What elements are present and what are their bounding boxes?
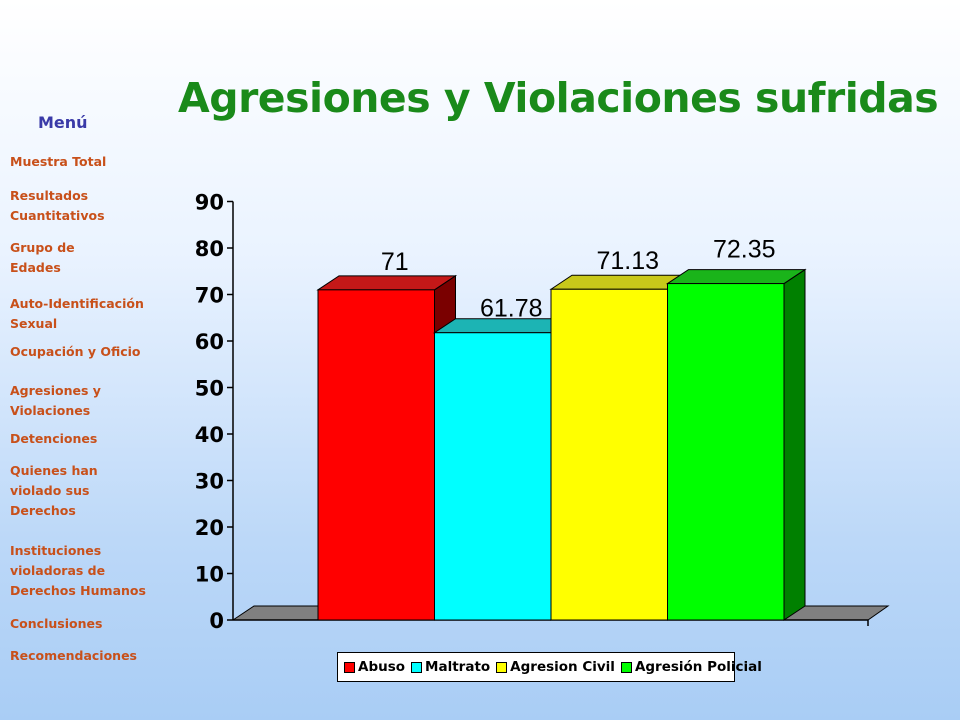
legend-swatch xyxy=(620,661,632,673)
legend-swatch xyxy=(411,661,423,673)
y-tick-label: 70 xyxy=(195,284,224,308)
legend-swatch xyxy=(344,661,355,673)
legend-label: Maltrato xyxy=(425,659,491,675)
data-label-0: 71 xyxy=(381,248,409,276)
legend-label: Abuso xyxy=(358,659,406,675)
menu-item-resultados-cuantitativos[interactable]: Resultados Cuantitativos xyxy=(10,188,105,223)
menu-item-ocupacion-y-oficio[interactable]: Ocupación y Oficio xyxy=(10,344,141,359)
bar-0 xyxy=(317,289,435,621)
y-tick-label: 40 xyxy=(195,423,224,447)
menu-item-instituciones-violadoras[interactable]: Instituciones violadoras de Derechos Hum… xyxy=(10,543,146,598)
y-tick-label: 60 xyxy=(195,330,224,354)
legend-item-3: Agresión Policial xyxy=(620,659,762,675)
bar-top-0 xyxy=(316,275,458,291)
legend-item-0: Abuso xyxy=(344,659,405,675)
page-title: Agresiones y Violaciones sufridas xyxy=(178,74,939,122)
menu-item-detenciones[interactable]: Detenciones xyxy=(10,431,98,446)
legend-item-1: Maltrato xyxy=(411,659,490,675)
menu-item-auto-identificacion-sexual[interactable]: Auto-Identificación Sexual xyxy=(10,296,144,331)
y-tick-label: 0 xyxy=(209,609,224,633)
y-tick-label: 90 xyxy=(195,191,224,215)
bar-top-3 xyxy=(665,269,807,285)
y-tick-label: 30 xyxy=(195,470,224,494)
legend-label: Agresion Civil xyxy=(510,659,615,675)
data-label-2: 71.13 xyxy=(596,247,659,275)
data-label-1: 61.78 xyxy=(480,295,543,323)
menu-item-muestra-total[interactable]: Muestra Total xyxy=(10,154,107,169)
chart-legend: Abuso Maltrato Agresion Civil Agresión Poli… xyxy=(337,652,762,682)
menu-item-conclusiones[interactable]: Conclusiones xyxy=(10,616,103,631)
y-tick-label: 20 xyxy=(195,516,224,540)
legend-item-2: Agresion Civil xyxy=(496,659,615,675)
y-tick-label: 80 xyxy=(195,237,224,261)
legend-swatch xyxy=(496,661,508,673)
bar-1 xyxy=(434,332,552,621)
menu-item-recomendaciones[interactable]: Recomendaciones xyxy=(10,648,137,663)
bar-side-3 xyxy=(783,268,806,621)
bar-3 xyxy=(667,283,785,621)
legend-label: Agresión Policial xyxy=(634,659,762,675)
menu-item-quienes-han-violado[interactable]: Quienes han violado sus Derechos xyxy=(10,463,98,518)
menu-item-grupo-de-edades[interactable]: Grupo de Edades xyxy=(10,240,75,275)
y-tick-label: 10 xyxy=(195,563,224,587)
bar-2 xyxy=(550,288,668,621)
data-label-3: 72.35 xyxy=(713,236,776,264)
menu-heading: Menú xyxy=(38,113,88,132)
menu-item-agresiones-y-violaciones[interactable]: Agresiones y Violaciones xyxy=(10,383,101,418)
y-tick-label: 50 xyxy=(195,377,224,401)
